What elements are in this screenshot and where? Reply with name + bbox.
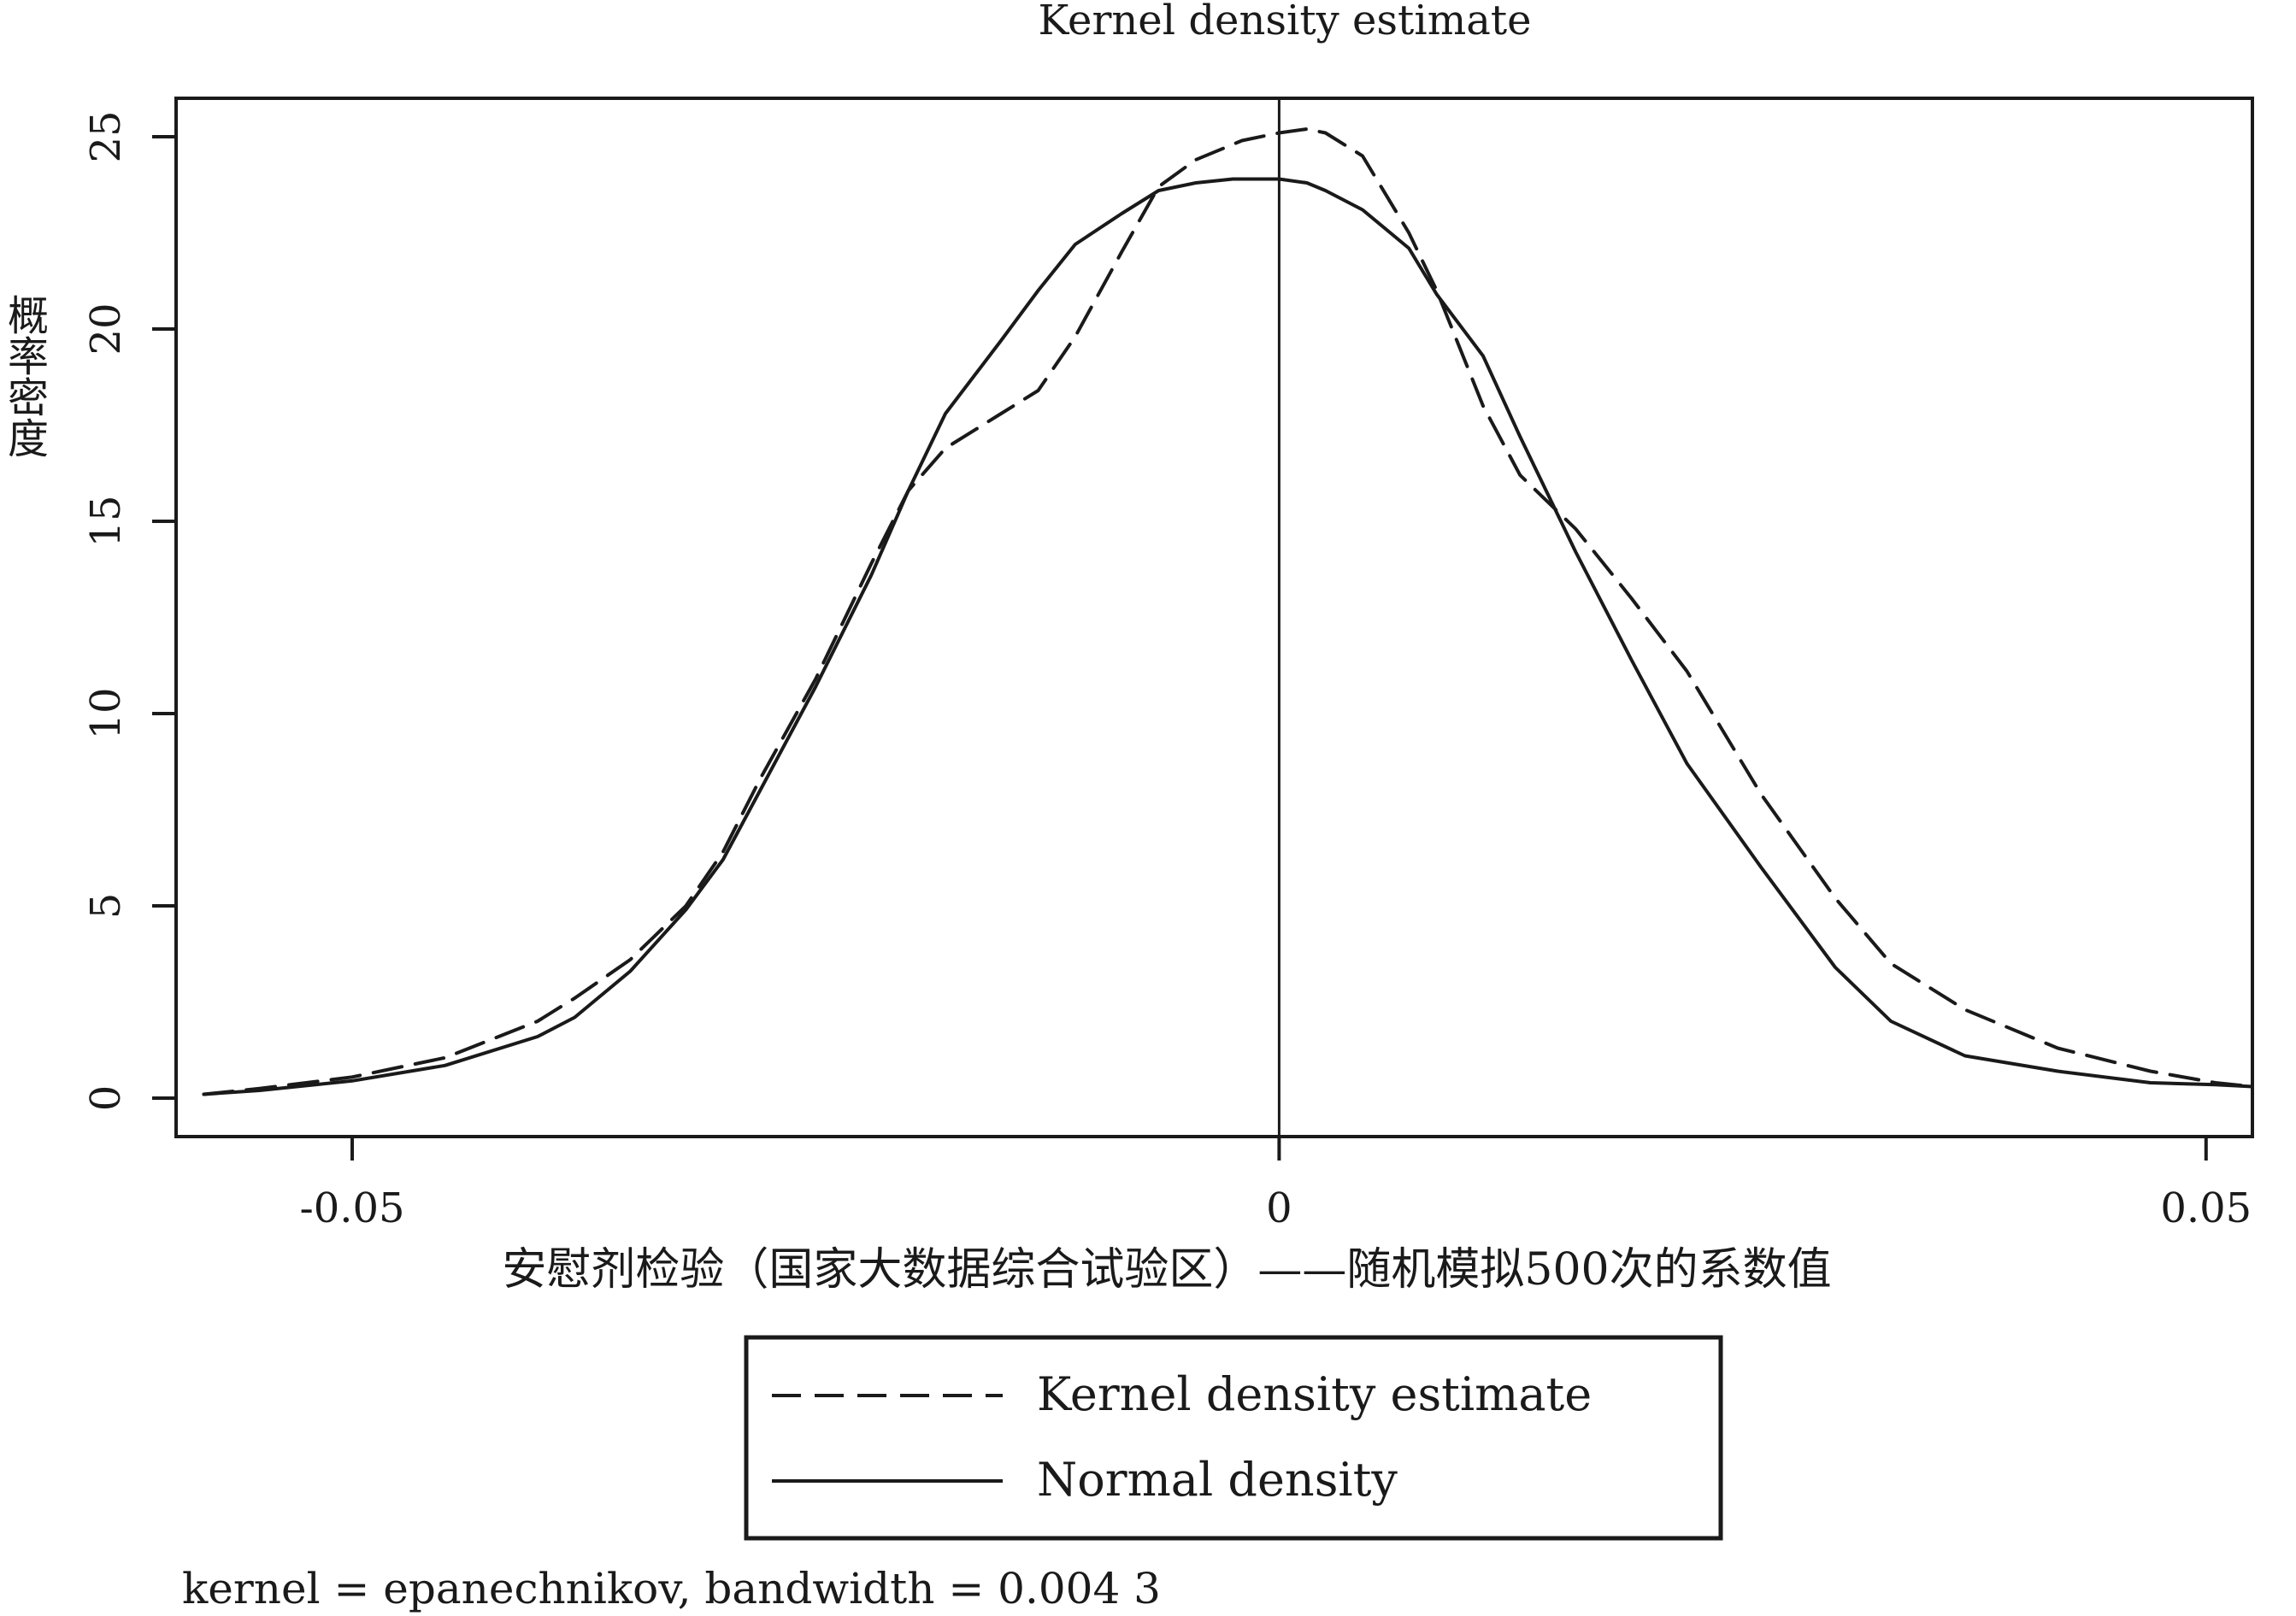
x-axis: -0.05 0 0.05 [299, 1137, 2252, 1232]
y-tick-label: 15 [82, 495, 130, 547]
legend-label-kde: Kernel density estimate [1037, 1367, 1592, 1421]
y-tick-label: 0 [82, 1085, 130, 1112]
legend-box [744, 1335, 1723, 1541]
series-group [202, 127, 2254, 1096]
plot-frame [174, 97, 2254, 1138]
x-tick-label: 0 [1266, 1184, 1292, 1232]
legend-label-normal: Normal density [1037, 1453, 1398, 1507]
x-tick-label: -0.05 [299, 1184, 404, 1232]
kernel-note: kernel = epanechnikov, bandwidth = 0.004… [182, 1564, 1161, 1613]
y-axis: 0 5 10 15 20 25 [82, 110, 176, 1111]
x-axis-label: 安慰剂检验（国家大数据综合试验区）——随机模拟500次的系数值 [502, 1244, 1831, 1296]
y-tick-label: 20 [82, 303, 130, 355]
y-tick-label: 25 [82, 110, 130, 162]
chart-title: Kernel density estimate [1038, 0, 1531, 44]
x-tick-label: 0.05 [2160, 1184, 2252, 1232]
y-tick-label: 5 [82, 893, 130, 920]
kde-series-line [202, 127, 2254, 1096]
y-tick-label: 10 [82, 687, 130, 739]
y-axis-label: 概率密度 [0, 294, 48, 458]
normal-series-line [202, 177, 2254, 1096]
